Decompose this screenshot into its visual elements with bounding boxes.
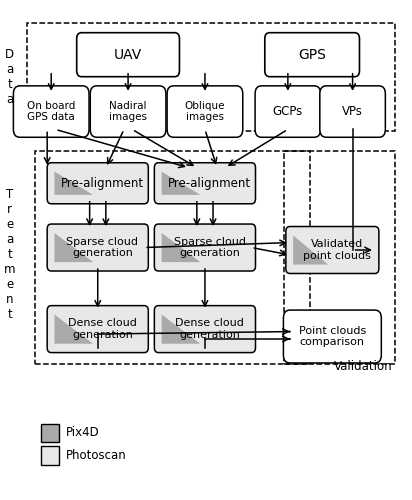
FancyBboxPatch shape [154, 162, 255, 204]
Text: Dense cloud
generation: Dense cloud generation [68, 318, 137, 340]
FancyBboxPatch shape [41, 446, 59, 464]
FancyBboxPatch shape [286, 226, 379, 274]
FancyBboxPatch shape [47, 306, 148, 352]
Text: GPS: GPS [298, 48, 326, 62]
Text: Sparse cloud
generation: Sparse cloud generation [173, 236, 246, 258]
FancyBboxPatch shape [154, 306, 255, 352]
Text: Nadiral
images: Nadiral images [109, 101, 147, 122]
Text: VPs: VPs [342, 105, 363, 118]
Text: D
a
t
a: D a t a [5, 48, 14, 106]
Text: GCPs: GCPs [273, 105, 303, 118]
FancyBboxPatch shape [77, 32, 180, 76]
FancyBboxPatch shape [154, 224, 255, 271]
Text: Point clouds
comparison: Point clouds comparison [299, 326, 366, 347]
Text: Validated
point clouds: Validated point clouds [303, 239, 370, 261]
Text: Pre-alignment: Pre-alignment [61, 177, 144, 190]
Text: Sparse cloud
generation: Sparse cloud generation [66, 236, 138, 258]
Text: UAV: UAV [114, 48, 142, 62]
FancyBboxPatch shape [90, 86, 166, 138]
FancyBboxPatch shape [255, 86, 321, 138]
Text: Pix4D: Pix4D [66, 426, 99, 440]
FancyBboxPatch shape [167, 86, 243, 138]
Text: Dense cloud
generation: Dense cloud generation [175, 318, 244, 340]
Polygon shape [162, 233, 200, 262]
FancyBboxPatch shape [265, 32, 359, 76]
FancyBboxPatch shape [47, 162, 148, 204]
FancyBboxPatch shape [47, 224, 148, 271]
Text: Validation: Validation [334, 360, 392, 373]
Polygon shape [54, 172, 93, 195]
Text: T
r
e
a
t
m
e
n
t: T r e a t m e n t [4, 188, 15, 322]
Polygon shape [162, 314, 200, 344]
FancyBboxPatch shape [41, 424, 59, 442]
FancyBboxPatch shape [14, 86, 89, 138]
Polygon shape [162, 172, 200, 195]
Text: Photoscan: Photoscan [66, 448, 126, 462]
Text: On board
GPS data: On board GPS data [27, 101, 75, 122]
FancyBboxPatch shape [283, 310, 382, 363]
Text: Pre-alignment: Pre-alignment [168, 177, 251, 190]
Polygon shape [54, 314, 93, 344]
Text: Oblique
images: Oblique images [185, 101, 225, 122]
Polygon shape [54, 233, 93, 262]
Polygon shape [293, 236, 328, 264]
FancyBboxPatch shape [320, 86, 385, 138]
